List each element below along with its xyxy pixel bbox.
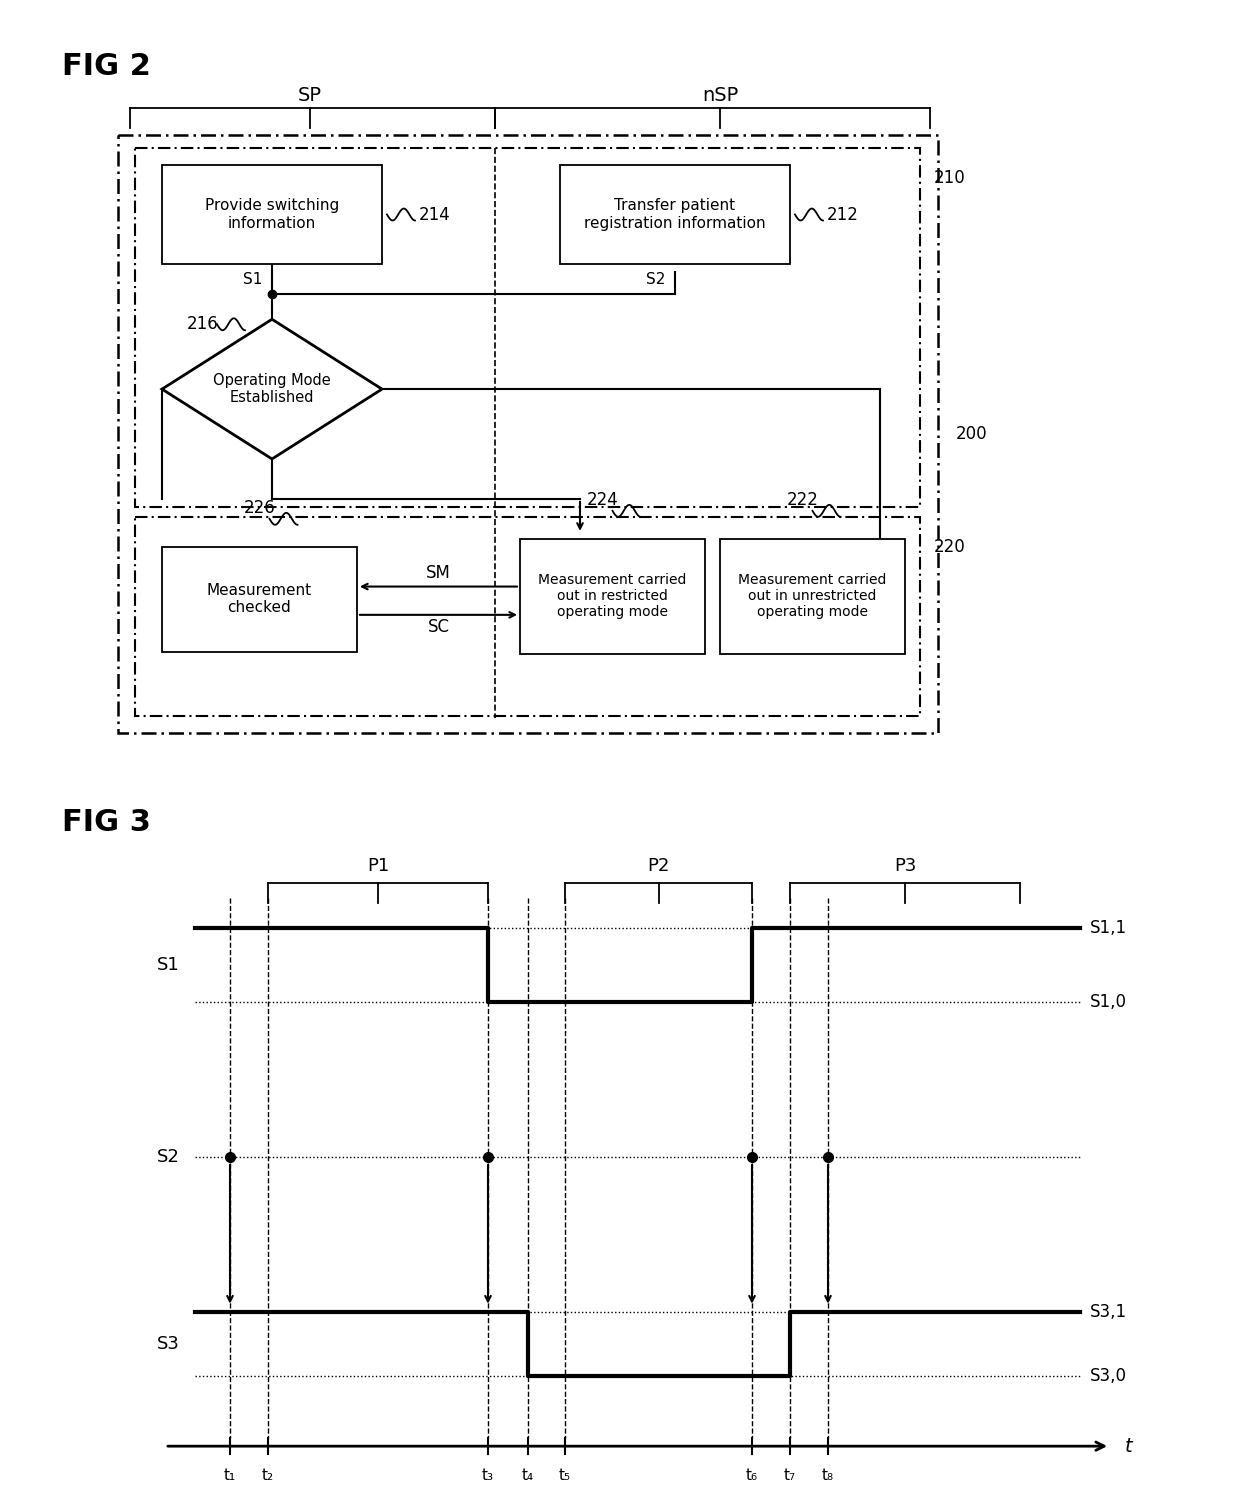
- Text: Operating Mode
Established: Operating Mode Established: [213, 373, 331, 405]
- Text: 224: 224: [587, 491, 619, 509]
- Text: S3,0: S3,0: [1090, 1367, 1127, 1386]
- Text: nSP: nSP: [702, 86, 738, 105]
- Text: Measurement carried
out in restricted
operating mode: Measurement carried out in restricted op…: [538, 572, 687, 619]
- Bar: [162, 164, 382, 265]
- Text: P2: P2: [647, 857, 670, 875]
- Text: SM: SM: [427, 563, 451, 581]
- Bar: [162, 547, 357, 652]
- Text: S1,1: S1,1: [1090, 919, 1127, 937]
- Text: 220: 220: [934, 538, 966, 556]
- Bar: [720, 539, 905, 654]
- Text: t₁: t₁: [224, 1468, 236, 1483]
- Text: t₇: t₇: [784, 1468, 796, 1483]
- Text: S3: S3: [157, 1334, 180, 1352]
- Bar: [118, 134, 937, 733]
- Text: Measurement carried
out in unrestricted
operating mode: Measurement carried out in unrestricted …: [738, 572, 887, 619]
- Text: 210: 210: [934, 169, 966, 187]
- Text: S2: S2: [157, 1148, 180, 1166]
- Text: SC: SC: [428, 617, 449, 636]
- Text: t₃: t₃: [482, 1468, 494, 1483]
- Text: S3,1: S3,1: [1090, 1303, 1127, 1321]
- Text: 222: 222: [786, 491, 818, 509]
- Text: 226: 226: [243, 498, 275, 517]
- Text: Transfer patient
registration information: Transfer patient registration informatio…: [584, 199, 766, 230]
- Text: t₆: t₆: [746, 1468, 758, 1483]
- Bar: [135, 148, 920, 508]
- Text: t₄: t₄: [522, 1468, 534, 1483]
- Text: t: t: [1125, 1437, 1132, 1456]
- Text: 216: 216: [187, 315, 218, 333]
- Text: SP: SP: [298, 86, 322, 105]
- Text: Measurement
checked: Measurement checked: [207, 583, 312, 616]
- Text: 200: 200: [956, 425, 987, 443]
- Text: FIG 2: FIG 2: [62, 51, 151, 81]
- Text: FIG 3: FIG 3: [62, 807, 151, 837]
- Text: S2: S2: [646, 273, 665, 288]
- Text: t₈: t₈: [822, 1468, 835, 1483]
- Text: 212: 212: [827, 205, 859, 223]
- Bar: [560, 164, 790, 265]
- Text: 214: 214: [419, 205, 451, 223]
- Bar: [135, 517, 920, 717]
- Text: S1: S1: [243, 273, 262, 288]
- Text: t₅: t₅: [559, 1468, 570, 1483]
- Text: S1: S1: [157, 956, 180, 974]
- Text: P1: P1: [367, 857, 389, 875]
- Text: Provide switching
information: Provide switching information: [205, 199, 339, 230]
- Text: t₂: t₂: [262, 1468, 274, 1483]
- Bar: [520, 539, 706, 654]
- Text: S1,0: S1,0: [1090, 994, 1127, 1012]
- Text: P3: P3: [894, 857, 916, 875]
- Polygon shape: [162, 319, 382, 459]
